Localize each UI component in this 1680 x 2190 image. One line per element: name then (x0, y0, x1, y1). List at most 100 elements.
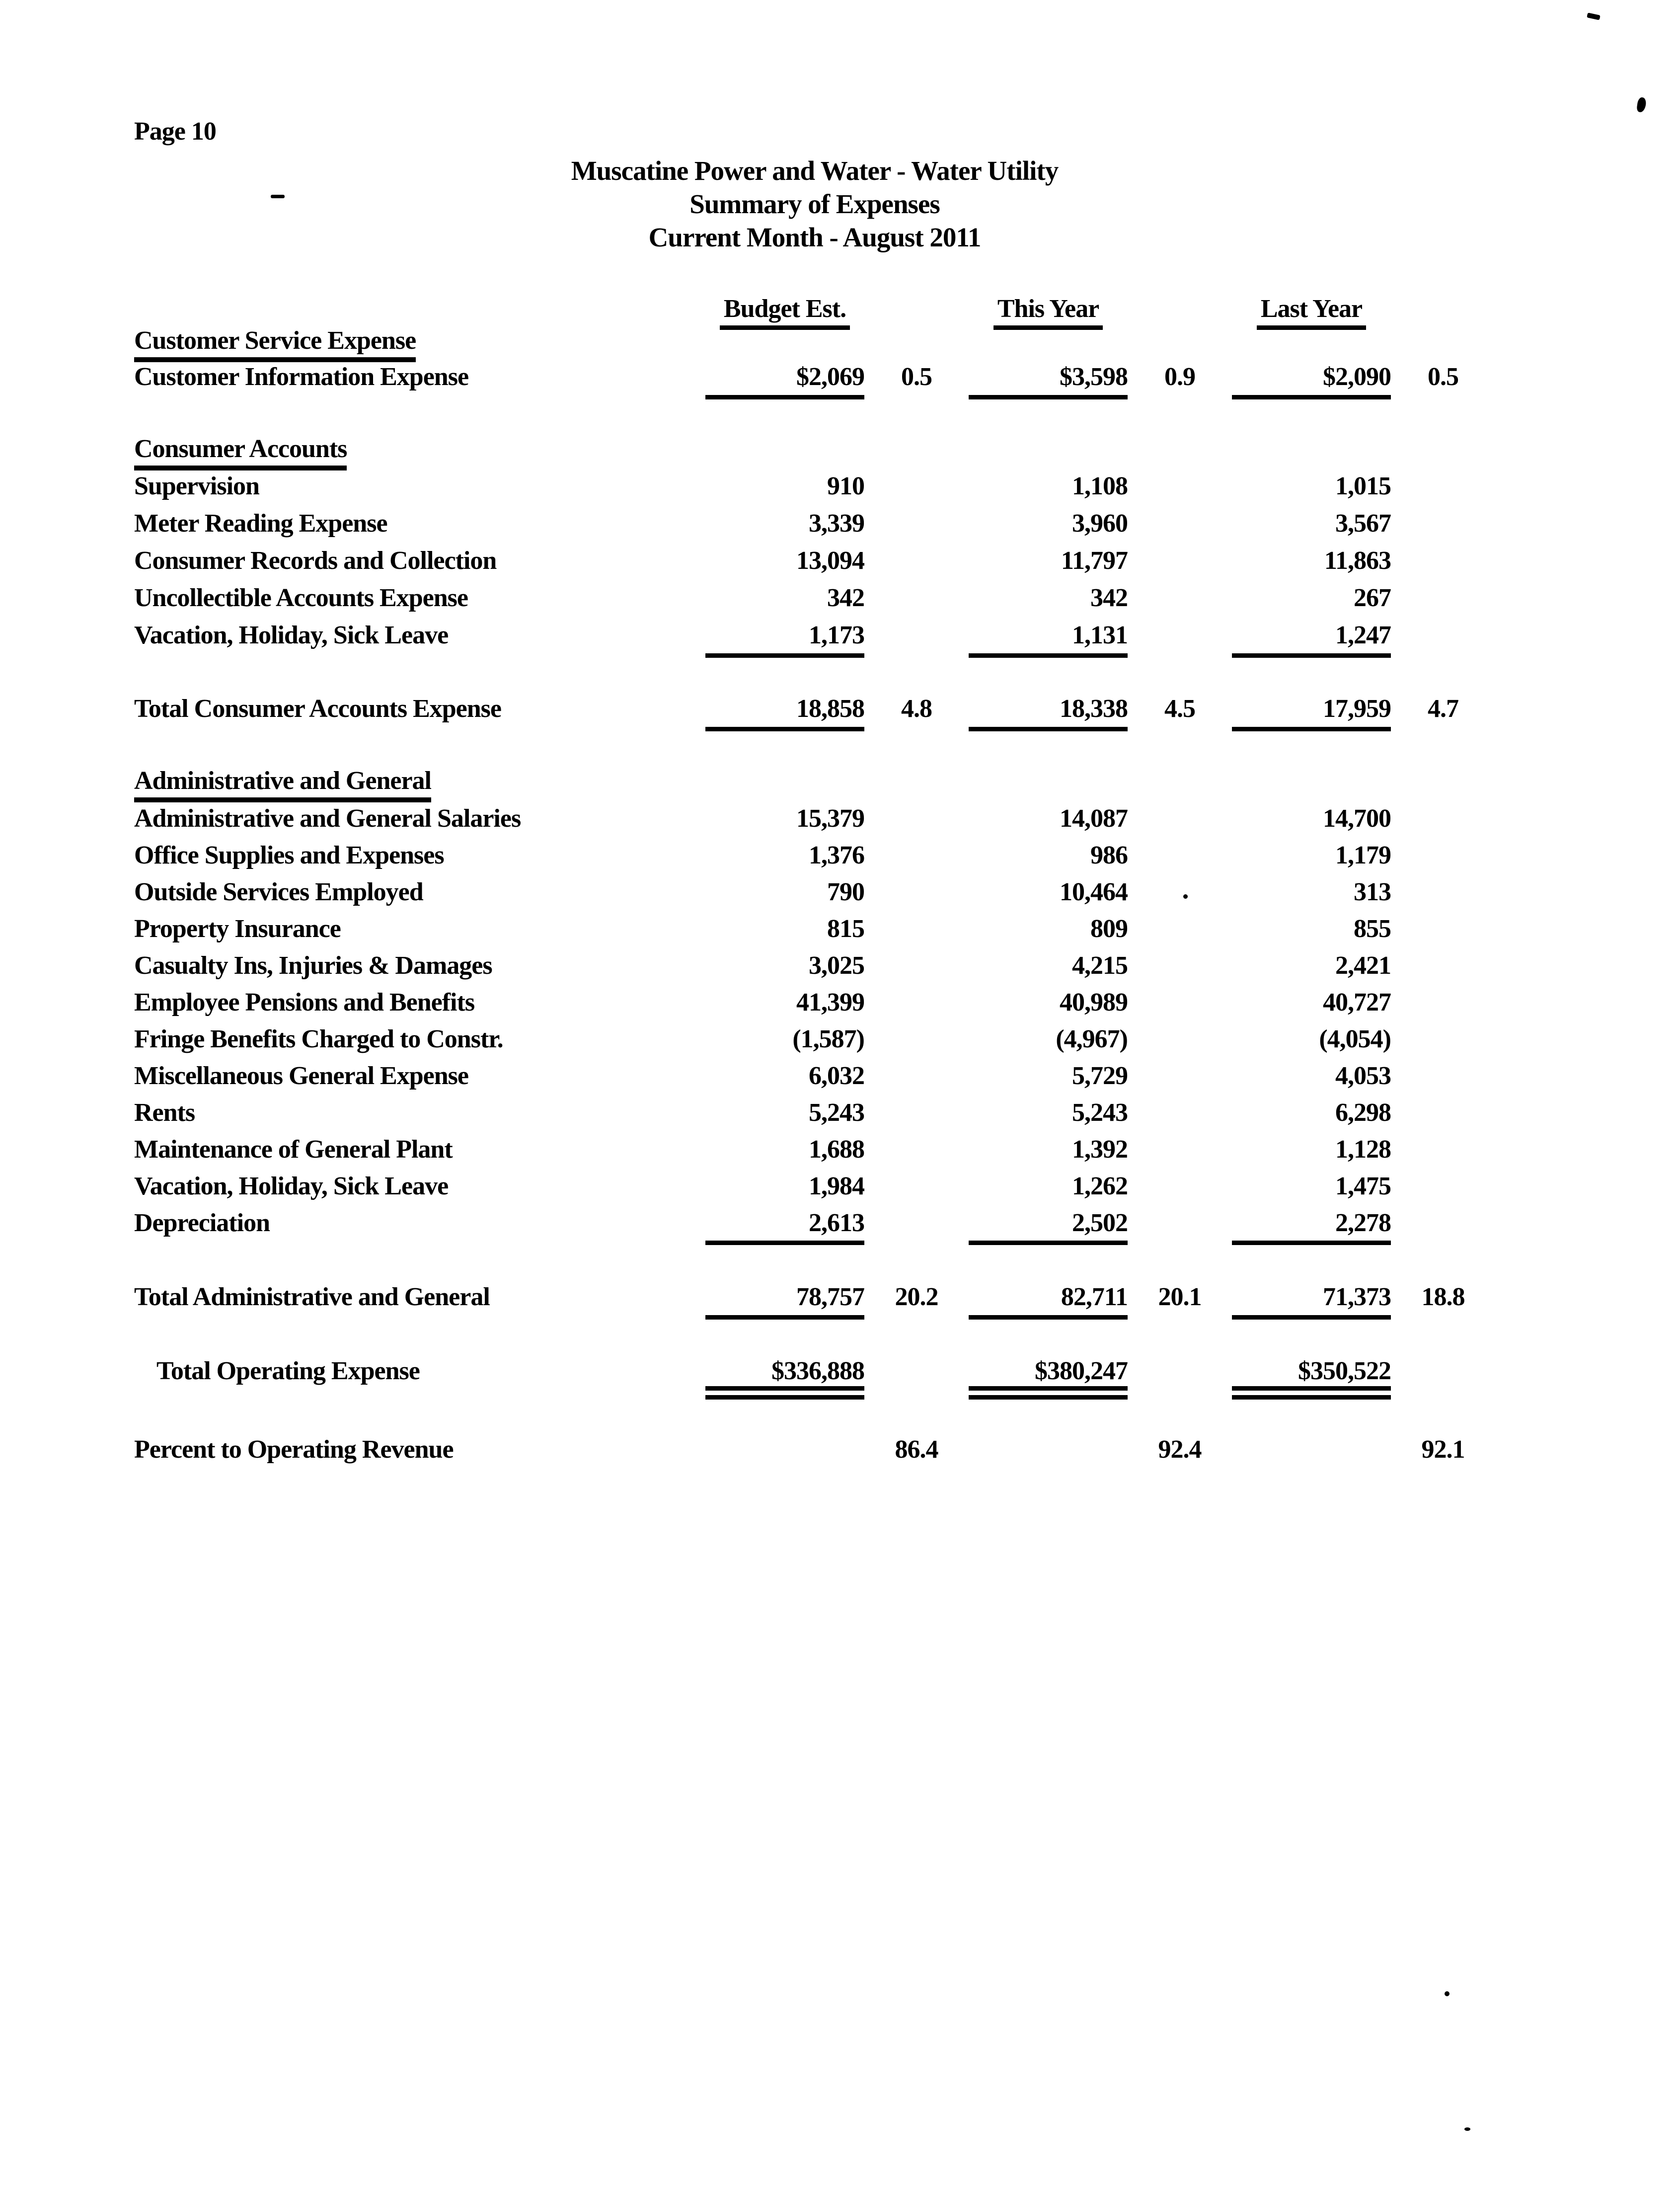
last-year-value: 313 (1354, 878, 1391, 906)
section-heading-admin-general: Administrative and General (134, 767, 1495, 804)
budget-pct: 4.8 (901, 695, 932, 723)
title-block: Muscatine Power and Water - Water Utilit… (134, 154, 1495, 254)
row-label: Depreciation (134, 1209, 270, 1237)
budget-value: 1,984 (809, 1172, 865, 1200)
table-row: Casualty Ins, Injuries & Damages 3,025 4… (134, 951, 1495, 988)
row-label: Vacation, Holiday, Sick Leave (134, 621, 449, 649)
budget-value: 342 (827, 584, 865, 612)
this-year-pct: 92.4 (1158, 1435, 1202, 1464)
page-number: Page 10 (134, 117, 217, 146)
row-label: Total Operating Expense (156, 1357, 420, 1385)
budget-value: (1,587) (792, 1025, 865, 1053)
last-year-value: 3,567 (1335, 509, 1391, 538)
this-year-value: 11,797 (1061, 547, 1128, 575)
budget-value: 18,858 (705, 694, 865, 731)
row-label: Rents (134, 1098, 195, 1127)
this-year-value: 3,960 (1072, 509, 1128, 538)
this-year-value: 5,729 (1072, 1062, 1128, 1090)
this-year-value: 14,087 (1060, 804, 1128, 833)
budget-pct: 0.5 (901, 363, 932, 391)
budget-value: 1,173 (705, 621, 865, 658)
percent-row: Percent to Operating Revenue 86.4 92.4 9… (134, 1435, 1495, 1472)
this-year-value: 986 (1090, 841, 1128, 869)
column-header-this-year: This Year (993, 295, 1103, 330)
budget-value: 3,025 (809, 951, 865, 980)
row-label: Uncollectible Accounts Expense (134, 584, 468, 612)
this-year-pct: 4.5 (1164, 695, 1196, 723)
total-row-admin-general: Total Administrative and General 78,757 … (134, 1282, 1495, 1320)
table-row: Employee Pensions and Benefits 41,399 40… (134, 988, 1495, 1024)
column-header-last-year: Last Year (1256, 295, 1367, 330)
budget-value: 1,376 (809, 841, 865, 869)
last-year-value: 40,727 (1323, 988, 1391, 1017)
row-label: Casualty Ins, Injuries & Damages (134, 951, 493, 980)
budget-value: 3,339 (809, 509, 865, 538)
table-row: Vacation, Holiday, Sick Leave 1,984 1,26… (134, 1172, 1495, 1208)
table-row: Miscellaneous General Expense 6,032 5,72… (134, 1061, 1495, 1098)
last-year-value: 267 (1354, 584, 1391, 612)
this-year-value: 809 (1090, 915, 1128, 943)
this-year-value: 1,108 (1072, 472, 1128, 500)
last-year-pct: 4.7 (1428, 695, 1459, 723)
this-year-value: 18,338 (969, 694, 1128, 731)
last-year-value: 11,863 (1324, 547, 1391, 575)
table-row: Office Supplies and Expenses 1,376 986 1… (134, 841, 1495, 877)
row-label: Employee Pensions and Benefits (134, 988, 475, 1017)
last-year-pct: 18.8 (1421, 1283, 1465, 1311)
budget-value: 1,688 (809, 1135, 865, 1164)
this-year-value: 342 (1090, 584, 1128, 612)
this-year-value: 1,131 (969, 621, 1128, 658)
this-year-value: (4,967) (1056, 1025, 1128, 1053)
this-year-pct: 20.1 (1158, 1283, 1202, 1311)
table-row: Fringe Benefits Charged to Constr. (1,58… (134, 1024, 1495, 1061)
budget-value: 41,399 (796, 988, 865, 1017)
this-year-value: $380,247 (969, 1356, 1128, 1400)
row-label: Outside Services Employed (134, 878, 424, 906)
last-year-value: 71,373 (1232, 1282, 1391, 1320)
table-row: Uncollectible Accounts Expense 342 342 2… (134, 583, 1495, 621)
row-label: Fringe Benefits Charged to Constr. (134, 1025, 504, 1053)
row-label: Meter Reading Expense (134, 509, 388, 538)
table-row: Meter Reading Expense 3,339 3,960 3,567 (134, 509, 1495, 546)
table-row: Consumer Records and Collection 13,094 1… (134, 546, 1495, 583)
budget-value: 6,032 (809, 1062, 865, 1090)
budget-value: 5,243 (809, 1098, 865, 1127)
last-year-value: (4,054) (1319, 1025, 1391, 1053)
budget-value: $2,069 (705, 362, 865, 399)
table-row: Administrative and General Salaries 15,3… (134, 804, 1495, 841)
scan-artifact-speck (1464, 2127, 1470, 2131)
table-row: Supervision 910 1,108 1,015 (134, 471, 1495, 509)
budget-pct: 20.2 (895, 1283, 939, 1311)
budget-pct: 86.4 (895, 1435, 939, 1464)
row-label: Vacation, Holiday, Sick Leave (134, 1172, 449, 1200)
scan-artifact-speck (1183, 894, 1188, 899)
this-year-value: 4,215 (1072, 951, 1128, 980)
last-year-pct: 92.1 (1421, 1435, 1465, 1464)
grand-total-row: Total Operating Expense $336,888 $380,24… (134, 1356, 1495, 1400)
this-year-value: 5,243 (1072, 1098, 1128, 1127)
row-label: Customer Information Expense (134, 363, 469, 391)
doc-subtitle: Summary of Expenses (689, 189, 940, 219)
last-year-value: 2,421 (1335, 951, 1391, 980)
row-label: Office Supplies and Expenses (134, 841, 445, 869)
total-row-consumer-accounts: Total Consumer Accounts Expense 18,858 4… (134, 694, 1495, 731)
last-year-value: 1,475 (1335, 1172, 1391, 1200)
this-year-value: 10,464 (1060, 878, 1128, 906)
table-row: Depreciation 2,613 2,502 2,278 (134, 1208, 1495, 1245)
row-label: Percent to Operating Revenue (134, 1435, 454, 1464)
budget-value: 78,757 (705, 1282, 865, 1320)
doc-period: Current Month - August 2011 (648, 222, 982, 252)
last-year-value: 1,179 (1335, 841, 1391, 869)
column-header-row: Budget Est. This Year Last Year (134, 295, 1495, 330)
table-row: Vacation, Holiday, Sick Leave 1,173 1,13… (134, 621, 1495, 658)
row-label: Maintenance of General Plant (134, 1135, 453, 1164)
last-year-pct: 0.5 (1428, 363, 1459, 391)
this-year-value: $3,598 (969, 362, 1128, 399)
last-year-value: 17,959 (1232, 694, 1391, 731)
last-year-value: 855 (1354, 915, 1391, 943)
scan-artifact-speck (1587, 12, 1601, 20)
last-year-value: 1,128 (1335, 1135, 1391, 1164)
section-heading-customer-service: Customer Service Expense (134, 326, 1495, 362)
this-year-value: 2,502 (969, 1208, 1128, 1245)
